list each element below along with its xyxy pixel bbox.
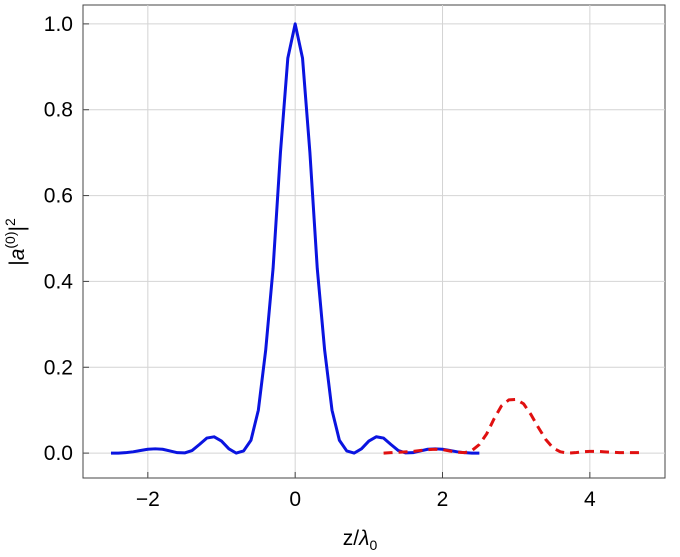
y-tick-label: 0.8 <box>44 99 73 122</box>
y-tick-label: 0.4 <box>44 270 74 293</box>
y-tick-label: 0.0 <box>44 442 73 465</box>
x-label-part: λ <box>358 527 369 550</box>
y-axis-label: |a(0)|2 <box>2 218 29 266</box>
y-label-part: 2 <box>2 218 18 226</box>
series-line <box>383 397 642 455</box>
x-tick-label: 0 <box>289 488 301 511</box>
x-label-part: z/ <box>343 527 360 550</box>
y-tick-label: 0.2 <box>44 356 73 379</box>
y-label-part: a <box>6 249 29 261</box>
plot-frame <box>82 4 666 479</box>
x-label-part: 0 <box>369 537 377 552</box>
x-tick-label: −2 <box>136 488 160 511</box>
y-tick-label: 1.0 <box>44 13 73 36</box>
y-label-part: (0) <box>2 231 18 248</box>
x-tick-label: 4 <box>584 488 596 511</box>
y-label-part: | <box>6 226 29 231</box>
y-label-part: | <box>6 260 29 265</box>
x-tick-label: 2 <box>437 488 449 511</box>
x-axis-label: z/λ0 <box>343 527 378 552</box>
y-tick-label: 0.6 <box>44 185 73 208</box>
